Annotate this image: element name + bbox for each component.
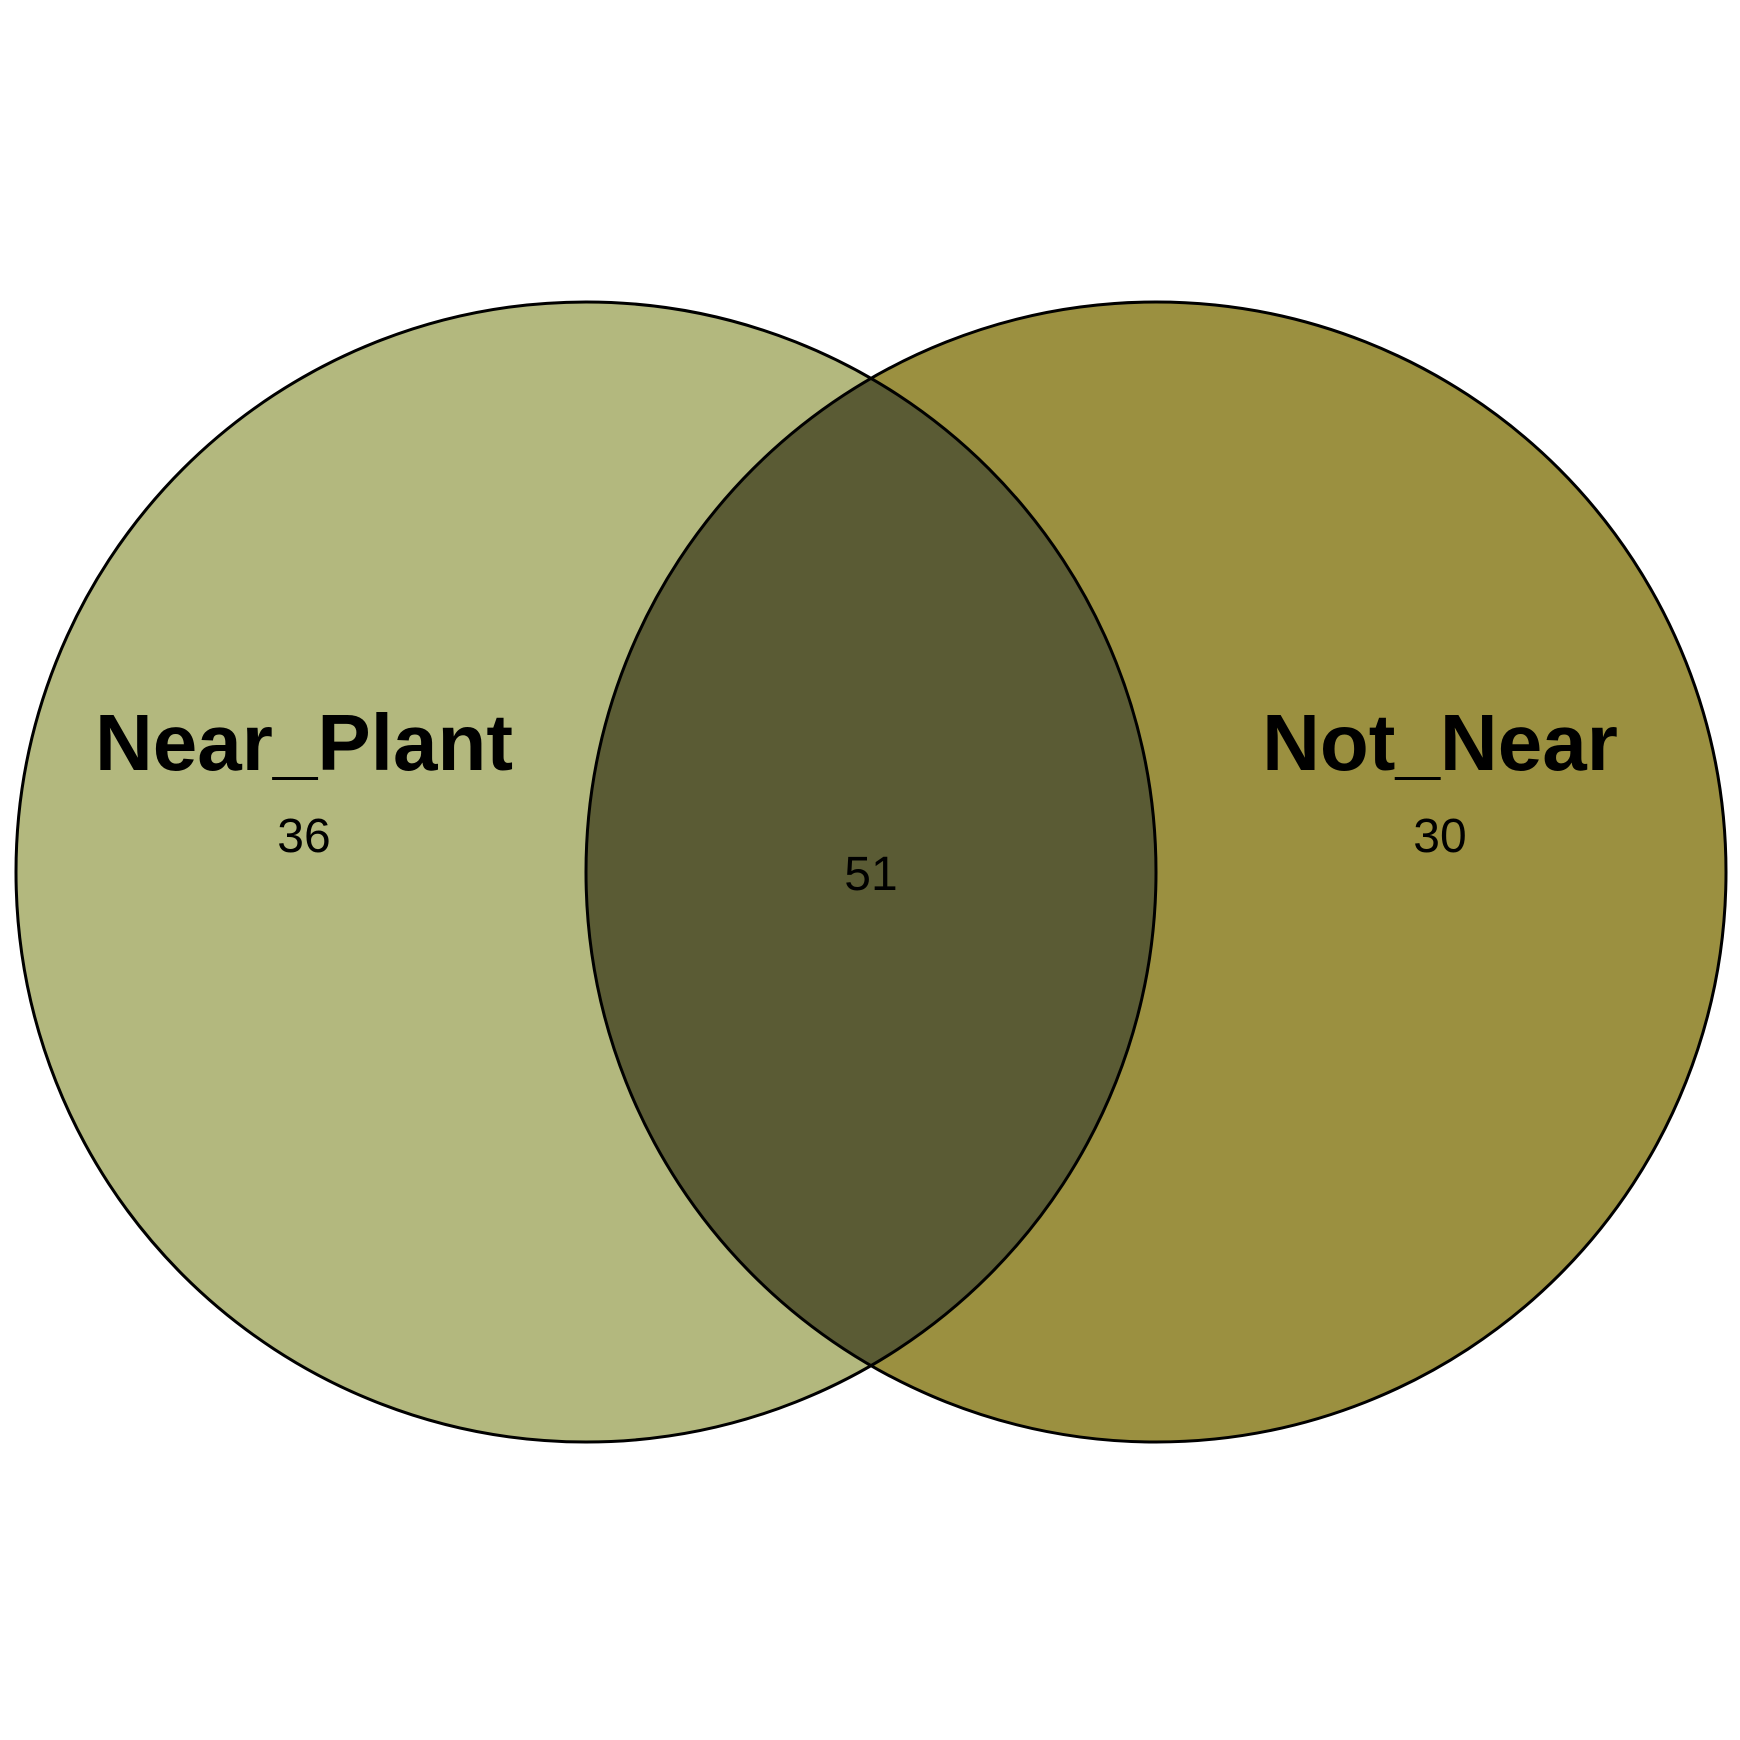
set-label-not-near: Not_Near (1262, 698, 1618, 787)
count-not-near-only: 30 (1413, 810, 1466, 863)
count-intersection: 51 (844, 848, 897, 901)
intersection-region (586, 302, 1156, 1442)
set-not-near-outline (584, 300, 1728, 1444)
set-near-plant-outline (14, 300, 1158, 1444)
set-label-near-plant: Near_Plant (95, 698, 513, 787)
count-near-plant-only: 36 (277, 810, 330, 863)
